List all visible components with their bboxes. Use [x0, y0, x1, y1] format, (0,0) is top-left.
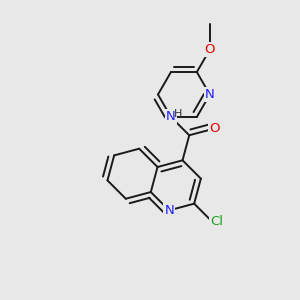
- Text: N: N: [164, 204, 174, 217]
- Text: Cl: Cl: [210, 215, 223, 229]
- Text: O: O: [205, 43, 215, 56]
- Text: H: H: [174, 109, 182, 119]
- Text: N: N: [205, 88, 215, 101]
- Text: O: O: [209, 122, 220, 135]
- Text: N: N: [166, 110, 176, 124]
